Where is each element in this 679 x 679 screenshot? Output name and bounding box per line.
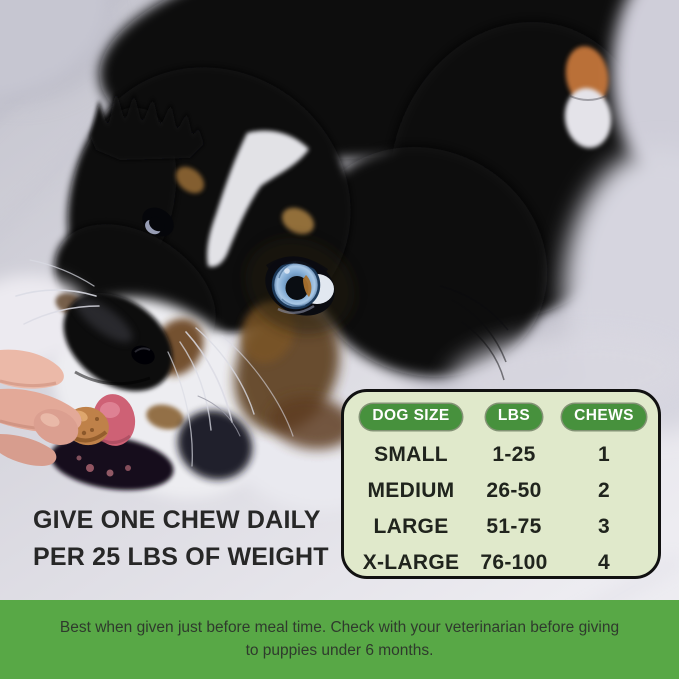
fur-wisps [439,285,509,381]
forehead-blaze [206,130,309,267]
footer-band: Best when given just before meal time. C… [0,600,679,679]
lower-lip [50,435,174,491]
mouth-corner [177,410,253,480]
cell-lbs: 76-100 [480,551,548,574]
eye-pupil [285,276,309,300]
cell-chews: 4 [598,551,610,574]
cell-lbs: 1-25 [492,443,536,466]
cell-chews: 2 [598,479,610,502]
cell-chews: 3 [598,515,610,538]
table-row-small: SMALL 1-25 1 [344,437,658,473]
table-row-large: LARGE 51-75 3 [344,509,658,545]
feeding-hand [0,349,82,466]
dosage-table: DOG SIZE LBS CHEWS SMALL 1-25 1 MEDIUM 2… [341,389,661,579]
left-eye [142,207,174,237]
index-finger [0,349,64,389]
dosage-table-rows: SMALL 1-25 1 MEDIUM 26-50 2 LARGE 51-75 … [344,437,658,581]
dosage-headline: GIVE ONE CHEW DAILY PER 25 LBS OF WEIGHT [33,502,329,576]
header-pill-chews: CHEWS [562,404,646,430]
lower-finger [0,434,57,466]
table-row-medium: MEDIUM 26-50 2 [344,473,658,509]
footer-disclaimer-text: Best when given just before meal time. C… [59,619,620,659]
nose [63,293,173,391]
header-pill-dog-size: DOG SIZE [360,404,462,430]
cell-size: X-LARGE [362,551,460,574]
cell-size: LARGE [373,515,449,538]
dosage-table-header: DOG SIZE LBS CHEWS [344,404,658,430]
whiskers [15,259,294,467]
paw-white-patch [564,88,612,148]
headline-line2: PER 25 LBS OF WEIGHT [33,543,329,571]
right-eyebrow-patch [281,207,315,235]
ear-fur-spikes [90,90,204,160]
cell-chews: 1 [598,443,610,466]
rear-paw [564,46,612,148]
cell-size: SMALL [374,443,448,466]
cell-lbs: 26-50 [486,479,542,502]
blue-eye [245,238,355,334]
cell-lbs: 51-75 [486,515,542,538]
left-eyebrow-patch [175,166,205,194]
table-row-x-large: X-LARGE 76-100 4 [344,545,658,581]
headline-line1: GIVE ONE CHEW DAILY [33,506,321,534]
mouth [50,410,253,491]
cell-size: MEDIUM [367,479,455,502]
eye-amber-streak [303,275,312,297]
header-pill-lbs: LBS [485,404,543,430]
paw-orange-patch [565,46,609,106]
